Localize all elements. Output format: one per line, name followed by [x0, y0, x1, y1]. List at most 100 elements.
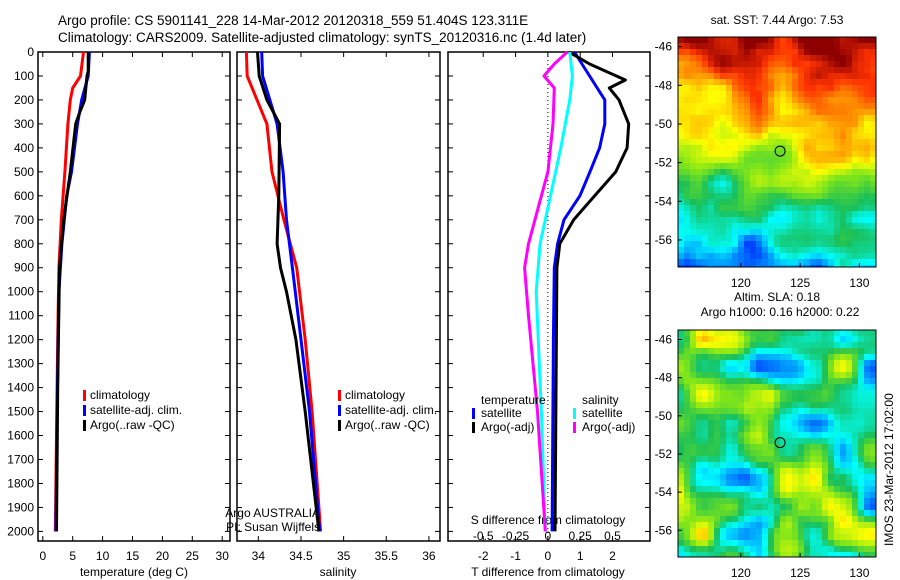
map-cell: [870, 504, 876, 510]
map-cell: [846, 265, 852, 267]
map-cell: [858, 91, 864, 97]
map-cell: [852, 133, 858, 139]
map-cell: [864, 396, 870, 402]
map-cell: [696, 480, 702, 486]
map-cell: [864, 199, 870, 205]
map-cell: [720, 73, 726, 79]
map-cell: [816, 450, 822, 456]
map-cell: [702, 259, 708, 265]
map-cell: [786, 193, 792, 199]
map-cell: [744, 528, 750, 534]
map-cell: [738, 390, 744, 396]
map-cell: [822, 115, 828, 121]
map-cell: [852, 348, 858, 354]
map-cell: [822, 426, 828, 432]
map-cell: [804, 55, 810, 61]
map-cell: [756, 139, 762, 145]
map-cell: [792, 354, 798, 360]
map-cell: [762, 456, 768, 462]
map-cell: [726, 247, 732, 253]
map-cell: [822, 37, 828, 43]
map-cell: [708, 378, 714, 384]
map-cell: [684, 468, 690, 474]
map-cell: [846, 408, 852, 414]
map-cell: [852, 73, 858, 79]
map-cell: [840, 109, 846, 115]
map-cell: [786, 336, 792, 342]
map-cell: [834, 241, 840, 247]
map-cell: [852, 187, 858, 193]
map-cell: [768, 91, 774, 97]
map-cell: [858, 253, 864, 259]
map-cell: [816, 348, 822, 354]
map-cell: [792, 91, 798, 97]
map-cell: [690, 193, 696, 199]
map-cell: [714, 444, 720, 450]
map-cell: [864, 223, 870, 229]
map-cell: [720, 109, 726, 115]
map-cell: [804, 342, 810, 348]
map-cell: [732, 181, 738, 187]
map-cell: [678, 372, 684, 378]
map-cell: [870, 390, 876, 396]
map-cell: [822, 67, 828, 73]
map-cell: [858, 396, 864, 402]
map-cell: [708, 552, 714, 557]
map-cell: [684, 336, 690, 342]
map-cell: [834, 546, 840, 552]
map-cell: [792, 73, 798, 79]
map-cell: [702, 61, 708, 67]
map-cell: [762, 474, 768, 480]
map-cell: [732, 360, 738, 366]
map-cell: [822, 348, 828, 354]
map-cell: [750, 91, 756, 97]
map-cell: [768, 522, 774, 528]
map-cell: [864, 450, 870, 456]
map-cell: [858, 115, 864, 121]
map-cell: [810, 73, 816, 79]
map-cell: [828, 408, 834, 414]
map-cell: [690, 450, 696, 456]
map-cell: [816, 342, 822, 348]
map-cell: [732, 414, 738, 420]
map-cell: [696, 109, 702, 115]
map-cell: [750, 151, 756, 157]
map-cell: [780, 211, 786, 217]
map-cell: [792, 145, 798, 151]
map-cell: [822, 91, 828, 97]
map-cell: [816, 139, 822, 145]
sst_map-argo-location-marker: [774, 145, 786, 157]
map-cell: [810, 552, 816, 557]
map-cell: [750, 55, 756, 61]
map-cell: [768, 552, 774, 557]
map-cell: [852, 163, 858, 169]
map-cell: [846, 522, 852, 528]
map-cell: [846, 378, 852, 384]
map-cell: [756, 235, 762, 241]
map-cell: [720, 402, 726, 408]
map-cell: [690, 91, 696, 97]
map-cell: [846, 103, 852, 109]
map-cell: [810, 402, 816, 408]
map-cell: [870, 360, 876, 366]
map-cell: [828, 402, 834, 408]
map-cell: [816, 336, 822, 342]
map-cell: [798, 348, 804, 354]
map-cell: [822, 181, 828, 187]
map-cell: [702, 342, 708, 348]
map-cell: [864, 73, 870, 79]
map-cell: [714, 175, 720, 181]
map-cell: [708, 342, 714, 348]
map-cell: [726, 348, 732, 354]
map-cell: [684, 91, 690, 97]
map-cell: [846, 450, 852, 456]
temperature-xtick-label: 30: [216, 549, 230, 563]
map-cell: [840, 330, 846, 336]
map-cell: [720, 498, 726, 504]
map-cell: [678, 127, 684, 133]
map-cell: [696, 91, 702, 97]
map-cell: [846, 229, 852, 235]
map-cell: [678, 528, 684, 534]
map-cell: [858, 151, 864, 157]
map-cell: [744, 253, 750, 259]
